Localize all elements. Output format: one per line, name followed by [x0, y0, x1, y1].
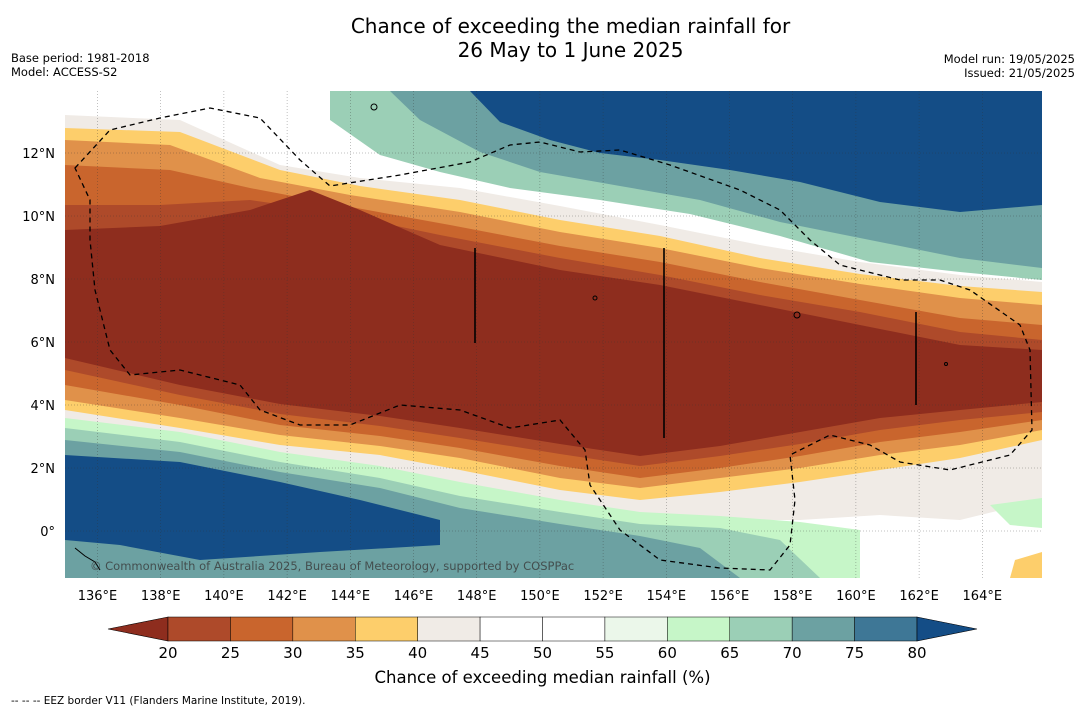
model-run-text: Model run: 19/05/2025	[943, 52, 1075, 66]
longitude-label: 142°E	[267, 589, 307, 604]
colorbar-segment	[355, 616, 418, 642]
longitude-label: 156°E	[710, 589, 750, 604]
longitude-label: 162°E	[899, 589, 939, 604]
longitude-label: 146°E	[394, 589, 434, 604]
colorbar-segment	[417, 616, 481, 642]
title-line-1: Chance of exceeding the median rainfall …	[350, 14, 791, 38]
colorbar-segment	[729, 616, 793, 642]
colorbar-tick-label: 40	[408, 644, 427, 662]
latitude-label: 4°N	[31, 399, 56, 414]
longitude-label: 160°E	[836, 589, 876, 604]
latitude-label: 8°N	[31, 273, 56, 288]
colorbar-segment	[167, 616, 231, 642]
latitude-label: 0°	[40, 525, 55, 540]
colorbar-tick-label: 35	[346, 644, 365, 662]
colorbar-segment	[230, 616, 294, 642]
colorbar: 20 25 30 35 40 45 50 55 60 65 70 75 80	[107, 616, 978, 662]
latitude-label: 6°N	[31, 336, 56, 351]
north-zone-80	[470, 91, 1042, 212]
colorbar-high-extension	[916, 616, 978, 642]
longitude-label: 144°E	[331, 589, 371, 604]
copyright-text: © Commonwealth of Australia 2025, Bureau…	[90, 559, 574, 573]
colorbar-low-extension	[107, 616, 169, 642]
model-info: Base period: 1981-2018 Model: ACCESS-S2	[11, 51, 150, 79]
colorbar-tick-label: 25	[221, 644, 240, 662]
latitude-label: 10°N	[22, 210, 55, 225]
colorbar-tick-label: 55	[595, 644, 614, 662]
colorbar-segment	[854, 616, 918, 642]
colorbar-tick-label: 60	[658, 644, 677, 662]
longitude-label: 158°E	[773, 589, 813, 604]
colorbar-segment	[604, 616, 668, 642]
colorbar-segment	[791, 616, 855, 642]
longitude-label: 148°E	[457, 589, 497, 604]
longitude-label: 150°E	[520, 589, 560, 604]
map-title: Chance of exceeding the median rainfall …	[0, 14, 1085, 62]
colorbar-tick-label: 20	[158, 644, 177, 662]
colorbar-tick-label: 50	[533, 644, 552, 662]
dry-zone-20	[65, 190, 1042, 456]
southeast-wet-patch	[990, 498, 1042, 528]
latitude-label: 12°N	[22, 147, 55, 162]
longitude-label: 164°E	[963, 589, 1003, 604]
colorbar-segment	[292, 616, 356, 642]
island	[944, 362, 948, 366]
southeast-dry-patch	[1010, 552, 1042, 578]
island	[370, 103, 378, 111]
colorbar-tick-label: 45	[471, 644, 490, 662]
longitude-labels: 136°E 138°E 140°E 142°E 144°E 146°E 148°E 150°E…	[78, 589, 1002, 604]
run-info: Model run: 19/05/2025 Issued: 21/05/2025	[944, 52, 1075, 80]
island	[74, 547, 101, 571]
longitude-label: 140°E	[204, 589, 244, 604]
latitude-label: 2°N	[31, 462, 56, 477]
latitude-labels: 12°N 10°N 8°N 6°N 4°N 2°N 0°	[22, 147, 55, 540]
eez-legend-note: -- -- -- EEZ border V11 (Flanders Marine…	[11, 695, 306, 707]
longitude-label: 138°E	[141, 589, 181, 604]
south-zone-80	[65, 455, 440, 560]
longitude-label: 136°E	[78, 589, 118, 604]
rainfall-map: © Commonwealth of Australia 2025, Bureau…	[65, 91, 1042, 578]
colorbar-label: Chance of exceeding median rainfall (%)	[374, 668, 711, 687]
island	[793, 311, 801, 319]
model-name-text: Model: ACCESS-S2	[11, 65, 118, 79]
longitude-label: 154°E	[647, 589, 687, 604]
colorbar-segment	[667, 616, 730, 642]
colorbar-tick-label: 65	[720, 644, 739, 662]
colorbar-tick-label: 30	[283, 644, 302, 662]
colorbar-tick-label: 80	[907, 644, 926, 662]
eez-border	[74, 107, 1033, 571]
title-line-2: 26 May to 1 June 2025	[457, 38, 684, 62]
issued-date-text: Issued: 21/05/2025	[964, 66, 1075, 80]
colorbar-tick-label: 75	[845, 644, 864, 662]
colorbar-segment	[479, 616, 543, 642]
colorbar-segment	[542, 616, 606, 642]
island	[592, 295, 598, 301]
colorbar-tick-label: 70	[783, 644, 802, 662]
base-period-text: Base period: 1981-2018	[11, 51, 150, 65]
longitude-label: 152°E	[583, 589, 623, 604]
